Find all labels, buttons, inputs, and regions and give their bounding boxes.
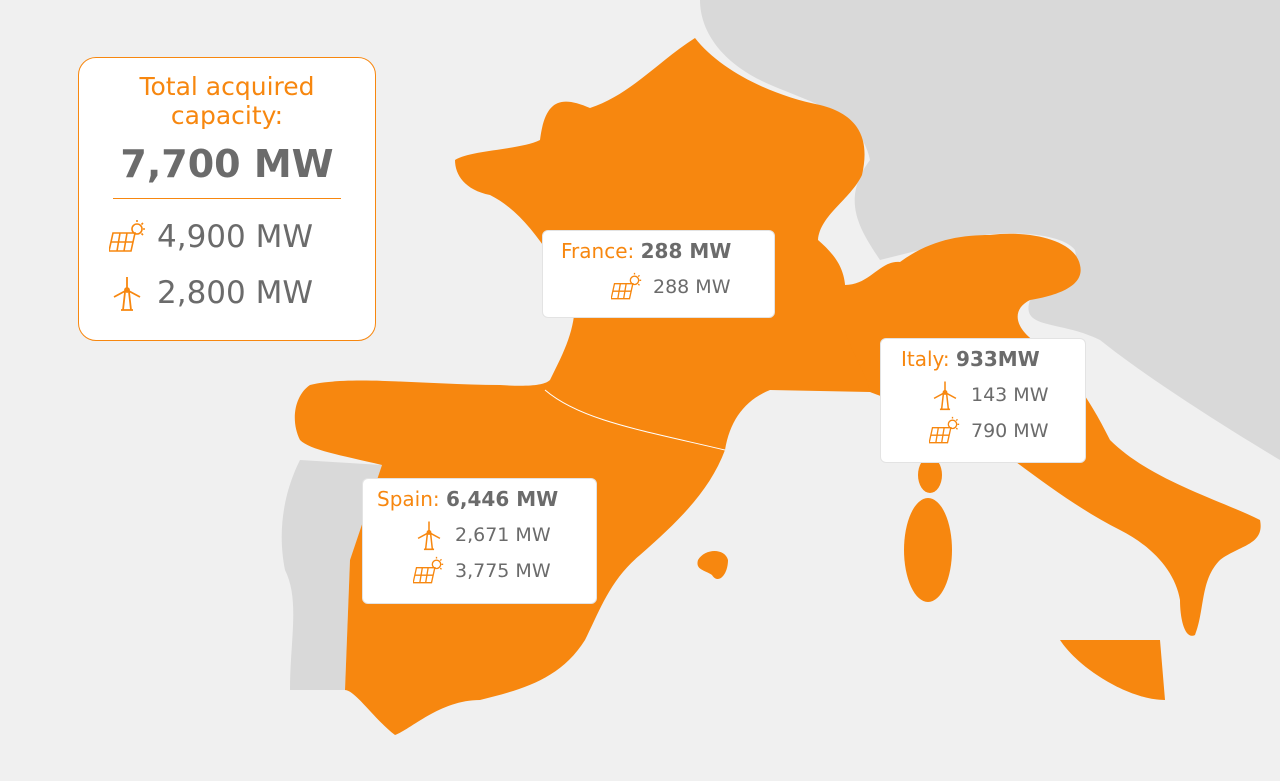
wind-row: 2,800 MW — [79, 265, 375, 321]
neighbor-land — [700, 0, 1280, 460]
spain-card: Spain: 6,446 MW 2,671 MW 3,775 MW — [362, 478, 597, 604]
country-name: Spain: — [377, 487, 440, 511]
solar-icon — [929, 416, 960, 444]
wind-row: 2,671 MW — [377, 517, 596, 553]
spain-heading: Spain: 6,446 MW — [377, 487, 596, 511]
summary-title: Total acquired capacity: — [139, 72, 315, 130]
country-total: 6,446 MW — [445, 487, 559, 511]
france-heading: France: 288 MW — [561, 239, 774, 263]
solar-value: 790 MW — [971, 420, 1049, 442]
wind-row: 143 MW — [901, 377, 1085, 413]
wind-value: 2,671 MW — [455, 524, 551, 546]
solar-row: 3,775 MW — [377, 553, 596, 589]
wind-icon — [417, 520, 441, 551]
country-name: Italy: — [901, 347, 950, 371]
solar-icon — [109, 219, 146, 252]
country-total: 933MW — [956, 347, 1040, 371]
sardinia — [904, 498, 952, 602]
solar-row: 4,900 MW — [79, 209, 375, 265]
portugal — [281, 460, 382, 690]
solar-icon — [413, 556, 444, 584]
corsica — [918, 457, 942, 493]
summary-card: Total acquired capacity: 7,700 MW 4,900 … — [78, 57, 376, 341]
italy-card: Italy: 933MW 143 MW 790 MW — [880, 338, 1086, 463]
italy-heading: Italy: 933MW — [901, 347, 1085, 371]
balearic — [697, 551, 728, 580]
solar-row: 790 MW — [901, 413, 1085, 449]
wind-icon — [933, 380, 957, 411]
solar-value: 4,900 MW — [157, 219, 313, 255]
france-card: France: 288 MW 288 MW — [542, 230, 775, 318]
border-line — [544, 389, 726, 451]
divider — [113, 198, 341, 199]
wind-value: 2,800 MW — [157, 275, 313, 311]
france-spain — [294, 38, 875, 735]
summary-total: 7,700 MW — [120, 142, 334, 186]
solar-icon — [611, 272, 642, 300]
country-total: 288 MW — [640, 239, 732, 263]
solar-value: 3,775 MW — [455, 560, 551, 582]
wind-value: 143 MW — [971, 384, 1049, 406]
sicily — [1060, 640, 1165, 700]
country-name: France: — [561, 239, 635, 263]
solar-value: 288 MW — [653, 276, 731, 298]
wind-icon — [113, 276, 141, 311]
solar-row: 288 MW — [561, 269, 774, 305]
